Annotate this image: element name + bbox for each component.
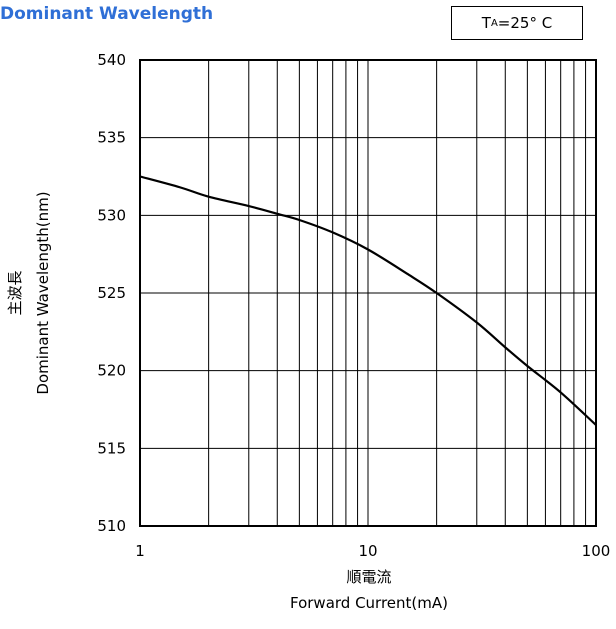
y-tick-label: 510 [97, 517, 126, 535]
plot-frame [139, 59, 597, 527]
series-line [139, 175, 597, 426]
x-axis-label-jp: 順電流 [346, 568, 391, 586]
y-tick-label: 540 [97, 51, 126, 69]
condition-suffix: =25° C [497, 14, 553, 32]
data-series [139, 175, 597, 426]
condition-subscript: A [490, 17, 498, 29]
x-tick-label: 100 [582, 542, 611, 560]
y-tick-label: 530 [97, 206, 126, 224]
temperature-condition-box: T A =25° C [451, 6, 583, 40]
y-tick-label: 525 [97, 284, 126, 302]
x-tick-label: 10 [358, 542, 377, 560]
grid-lines [140, 60, 596, 526]
chart-title: Dominant Wavelength [0, 4, 214, 24]
condition-prefix: T [481, 14, 491, 32]
x-axis-label: Forward Current(mA) [290, 594, 448, 612]
tick-labels: 1 10 100 510 515 520 525 530 535 540 [97, 51, 610, 560]
y-tick-label: 520 [97, 362, 126, 380]
x-tick-label: 1 [135, 542, 145, 560]
y-tick-label: 515 [97, 439, 126, 457]
y-axis-label-jp: 主波長 [6, 270, 24, 315]
y-tick-label: 535 [97, 129, 126, 147]
y-axis-label: Dominant Wavelength(nm) [34, 191, 52, 394]
